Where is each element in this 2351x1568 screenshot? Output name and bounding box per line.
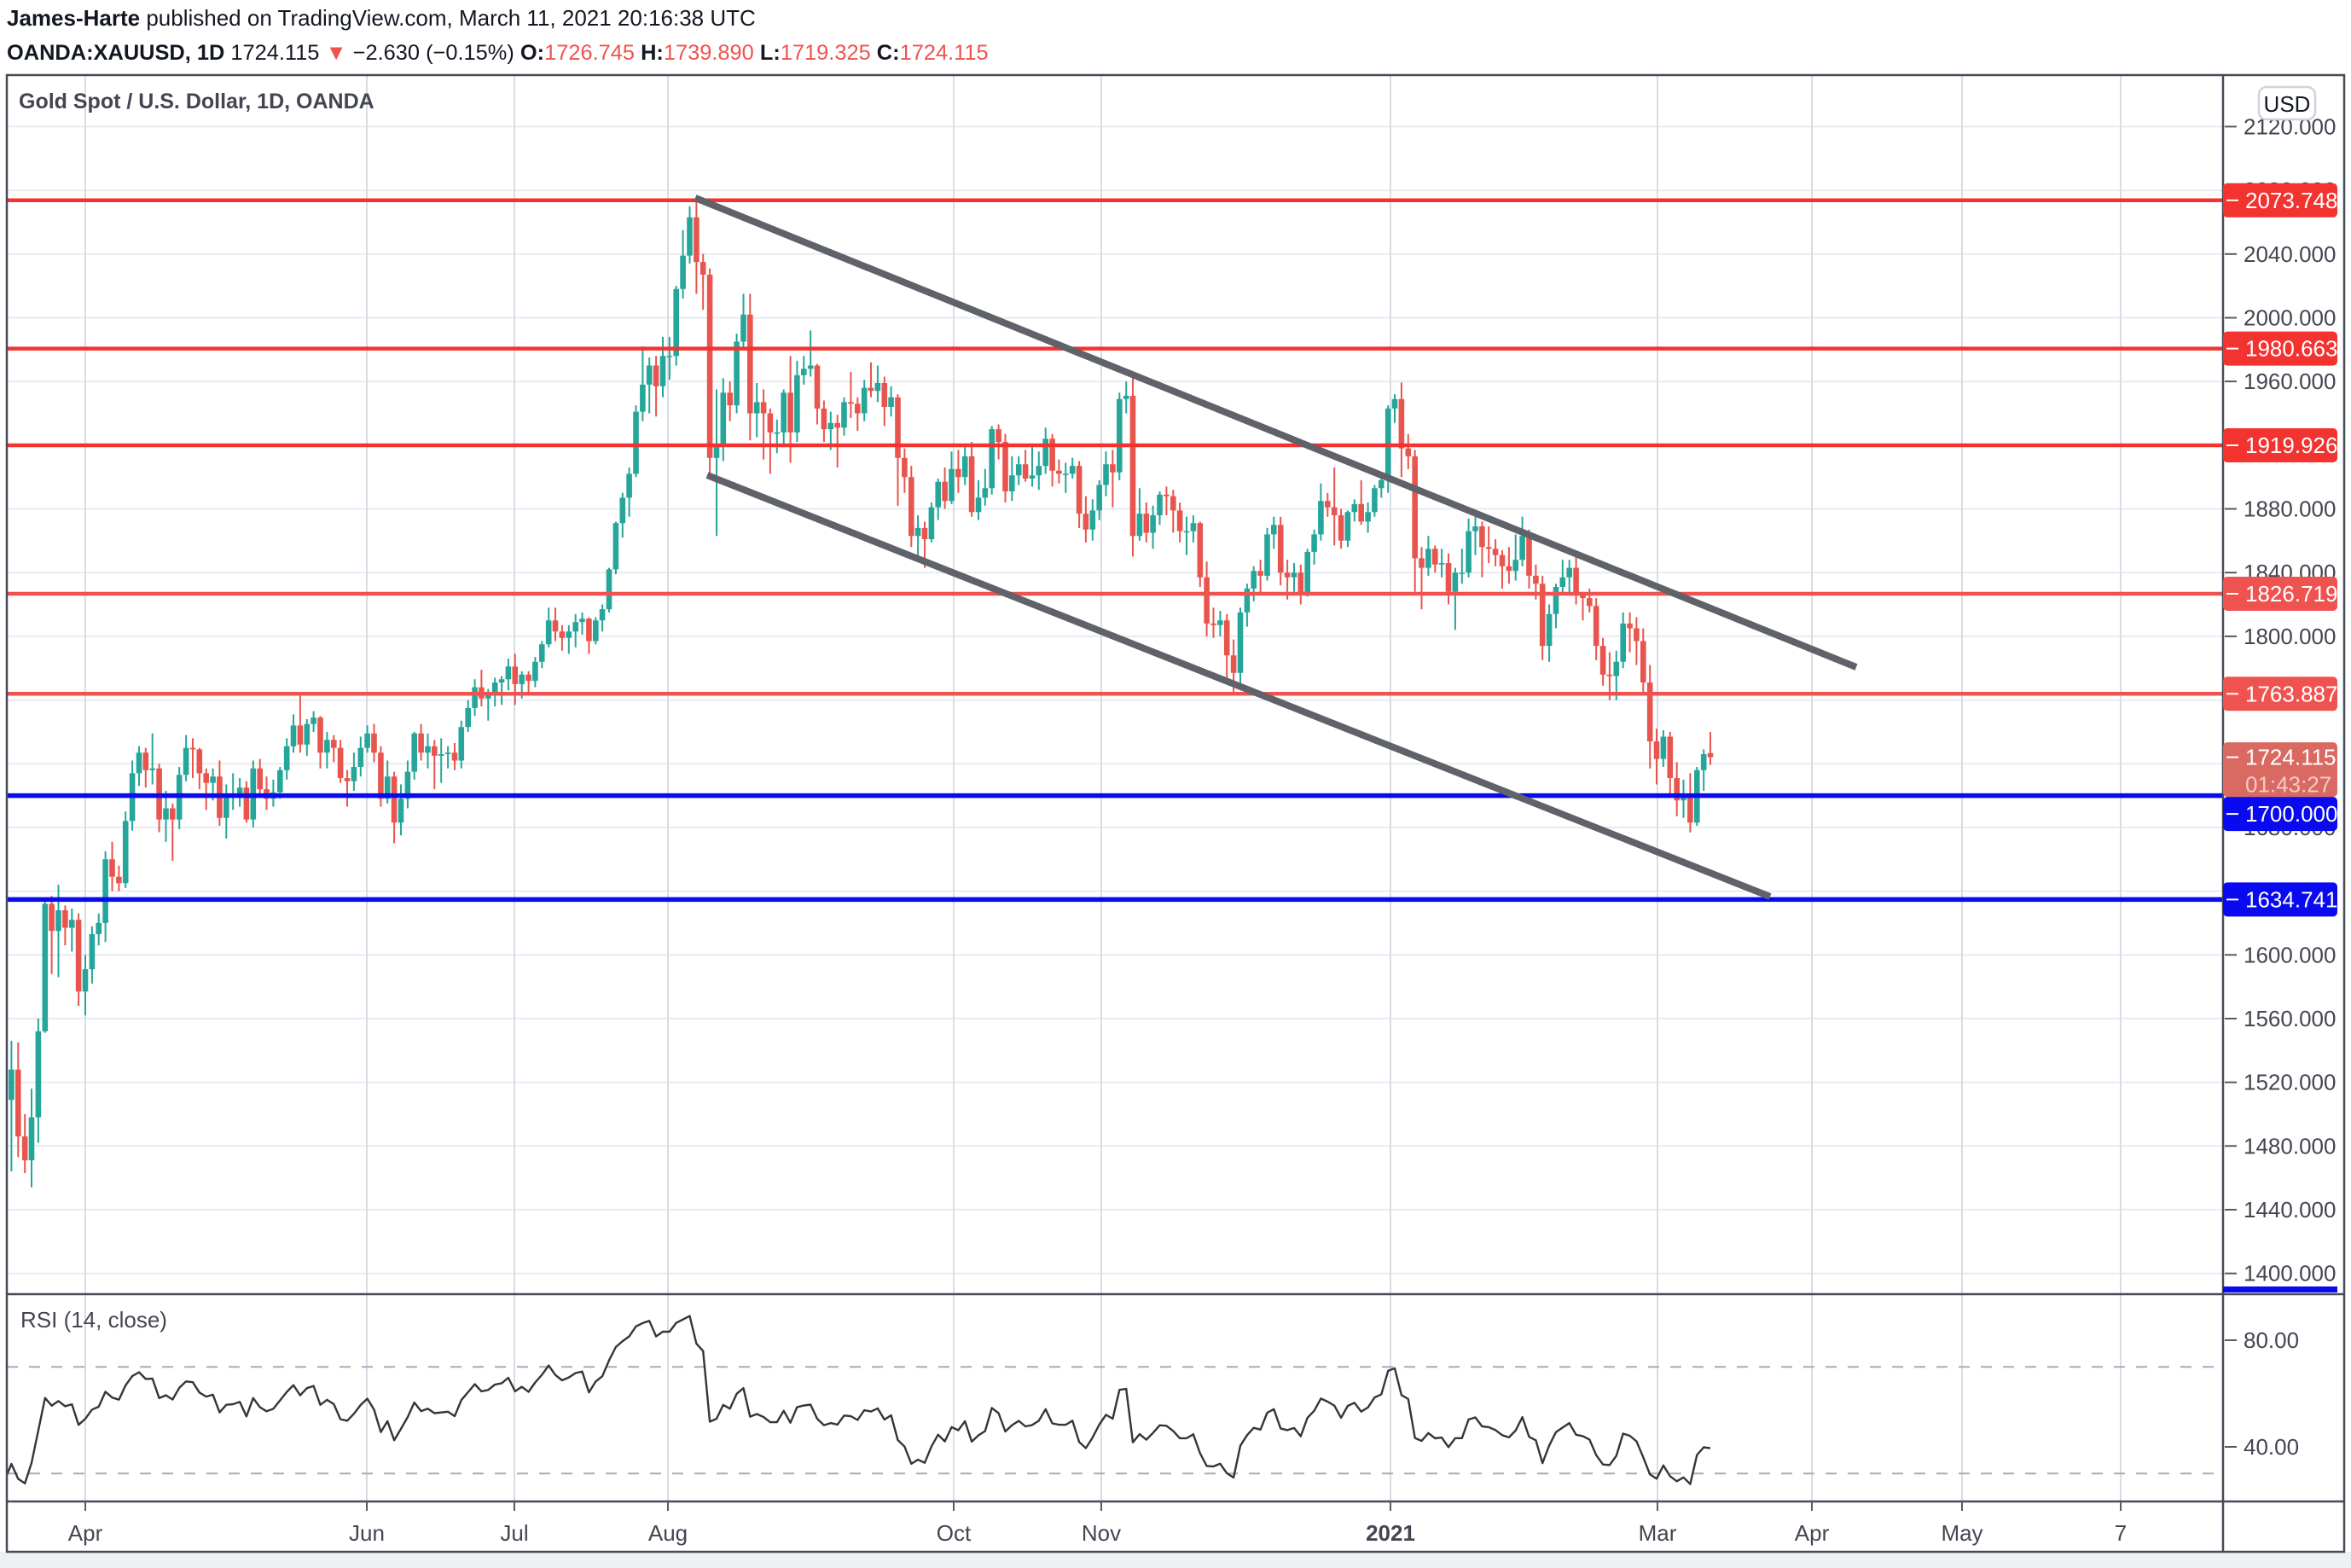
svg-text:Jul: Jul [500, 1520, 528, 1546]
svg-text:James-Harte published on Tradi: James-Harte published on TradingView.com… [7, 5, 756, 31]
svg-text:1919.926: 1919.926 [2245, 433, 2337, 458]
svg-text:1826.719: 1826.719 [2245, 581, 2337, 607]
svg-text:1724.115: 1724.115 [2245, 745, 2336, 770]
svg-text:7: 7 [2115, 1520, 2127, 1546]
svg-text:1700.000: 1700.000 [2245, 801, 2337, 827]
svg-text:May: May [1941, 1520, 1982, 1546]
svg-text:80.00: 80.00 [2244, 1327, 2299, 1353]
svg-text:1800.000: 1800.000 [2244, 624, 2336, 649]
svg-text:RSI (14, close): RSI (14, close) [20, 1307, 167, 1333]
svg-text:01:43:27: 01:43:27 [2245, 772, 2331, 798]
svg-text:OANDA:XAUUSD, 1D 1724.115 ▼ −2: OANDA:XAUUSD, 1D 1724.115 ▼ −2.630 (−0.1… [7, 41, 989, 65]
svg-text:1980.663: 1980.663 [2245, 336, 2337, 362]
svg-text:Mar: Mar [1639, 1520, 1677, 1546]
svg-text:2000.000: 2000.000 [2244, 305, 2336, 331]
svg-text:1960.000: 1960.000 [2244, 369, 2336, 394]
svg-text:2021: 2021 [1366, 1520, 1415, 1546]
svg-text:Jun: Jun [349, 1520, 385, 1546]
svg-text:1560.000: 1560.000 [2244, 1006, 2336, 1031]
svg-text:1880.000: 1880.000 [2244, 497, 2336, 522]
svg-text:Apr: Apr [68, 1520, 103, 1546]
svg-text:Oct: Oct [937, 1520, 972, 1546]
svg-text:1520.000: 1520.000 [2244, 1070, 2336, 1095]
svg-text:1600.000: 1600.000 [2244, 942, 2336, 967]
svg-text:1440.000: 1440.000 [2244, 1197, 2336, 1222]
svg-text:USD: USD [2264, 91, 2311, 117]
svg-text:Apr: Apr [1795, 1520, 1830, 1546]
svg-text:40.00: 40.00 [2244, 1434, 2299, 1460]
svg-text:Gold Spot / U.S. Dollar, 1D, O: Gold Spot / U.S. Dollar, 1D, OANDA [19, 90, 374, 113]
svg-text:1400.000: 1400.000 [2244, 1261, 2336, 1286]
svg-text:2040.000: 2040.000 [2244, 241, 2336, 267]
svg-text:Aug: Aug [648, 1520, 688, 1546]
svg-text:2073.748: 2073.748 [2245, 188, 2337, 213]
svg-text:Nov: Nov [1082, 1520, 1121, 1546]
svg-text:1634.741: 1634.741 [2245, 886, 2337, 912]
svg-text:1480.000: 1480.000 [2244, 1133, 2336, 1159]
svg-text:1763.887: 1763.887 [2245, 681, 2337, 706]
